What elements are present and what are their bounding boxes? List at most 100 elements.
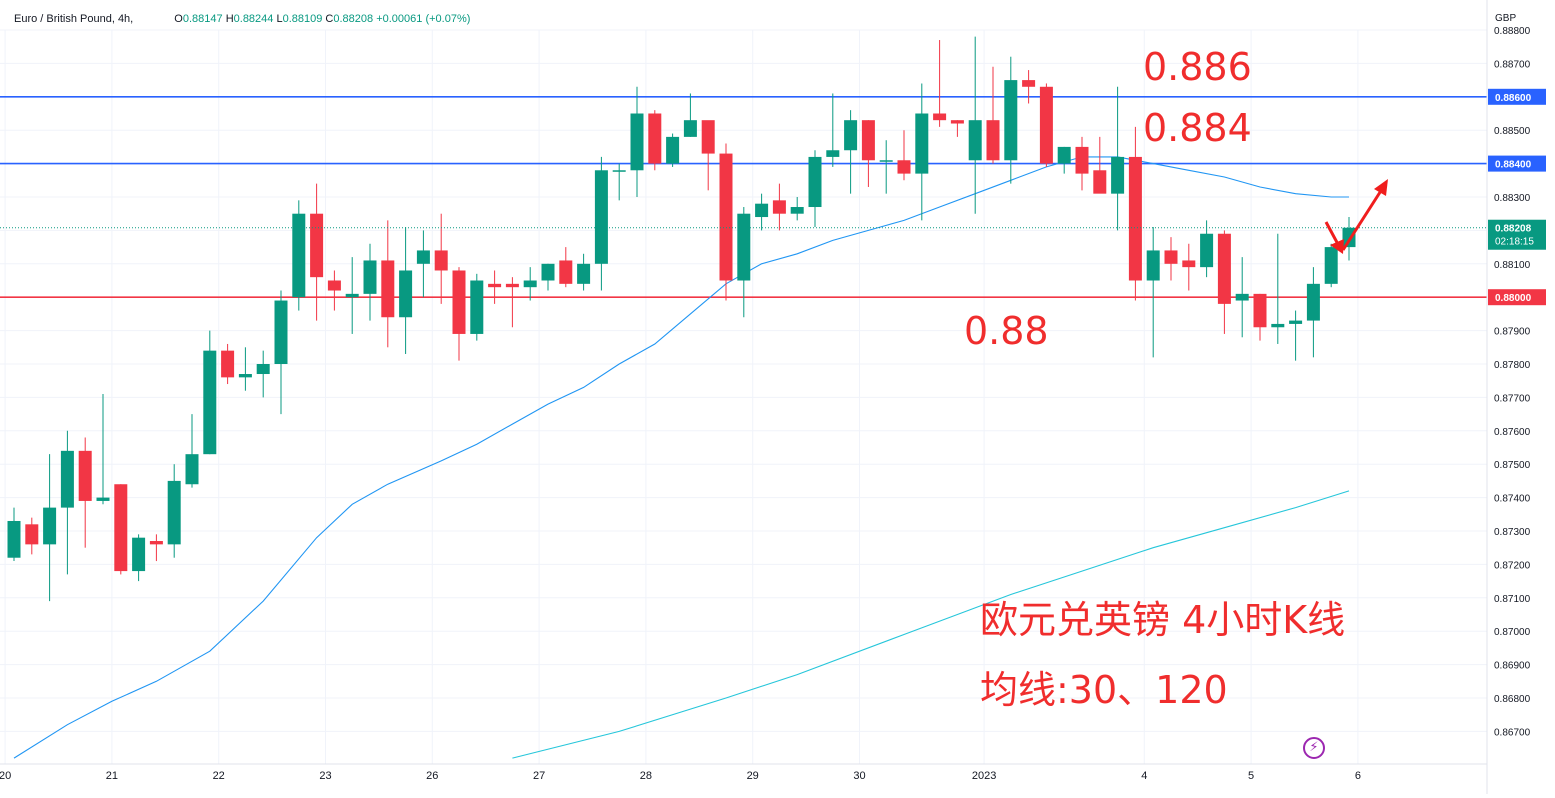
candle-body bbox=[505, 283, 519, 288]
level-badge bbox=[1488, 155, 1546, 172]
candle-body bbox=[683, 120, 697, 137]
candle-body bbox=[256, 364, 270, 375]
candle-body bbox=[399, 270, 413, 318]
candle-body bbox=[826, 150, 840, 157]
price-tick-label: 0.87900 bbox=[1494, 327, 1531, 338]
candle-body bbox=[1004, 80, 1018, 161]
open-value: 0.88147 bbox=[182, 13, 223, 25]
time-tick-label: 28 bbox=[640, 770, 652, 782]
lightning-icon[interactable]: ⚡ bbox=[1303, 737, 1325, 759]
candle-body bbox=[594, 170, 608, 264]
candle-body bbox=[755, 203, 769, 218]
price-tick-label: 0.87500 bbox=[1494, 460, 1531, 471]
candle-body bbox=[221, 350, 235, 378]
candle-body bbox=[666, 136, 680, 164]
candle-body bbox=[1289, 320, 1303, 324]
time-tick-label: 4 bbox=[1141, 770, 1147, 782]
candle-body bbox=[452, 270, 466, 334]
price-tick-label: 0.88100 bbox=[1494, 260, 1531, 271]
time-tick-label: 29 bbox=[747, 770, 759, 782]
price-tick-label: 0.88500 bbox=[1494, 126, 1531, 137]
price-tick-label: 0.87600 bbox=[1494, 427, 1531, 438]
price-tick-label: 0.87400 bbox=[1494, 494, 1531, 505]
candle-body bbox=[43, 507, 57, 545]
up-arrowhead bbox=[1374, 179, 1388, 196]
candle-body bbox=[114, 484, 128, 572]
candle-body bbox=[185, 454, 199, 485]
candle-body bbox=[363, 260, 377, 294]
time-tick-label: 22 bbox=[213, 770, 225, 782]
candle-body bbox=[25, 524, 39, 545]
candle-body bbox=[60, 450, 74, 508]
candle-body bbox=[1164, 250, 1178, 264]
candle-body bbox=[1075, 146, 1089, 174]
candle-body bbox=[132, 537, 146, 572]
annotation-arrows bbox=[1324, 179, 1388, 254]
time-axis: 20 21 22 23 26 27 28 29 30 2023 4 5 6 bbox=[0, 763, 1487, 782]
candle-body bbox=[612, 170, 626, 172]
currency-label: GBP bbox=[1495, 13, 1517, 24]
current-price-label: 0.88208 bbox=[1495, 224, 1532, 235]
candle-body bbox=[1022, 80, 1036, 87]
candle-body bbox=[434, 250, 448, 271]
price-badges: 0.88600 0.88400 0.88000 0.88208 02:18:15 bbox=[1488, 88, 1546, 306]
candle-body bbox=[1093, 170, 1107, 194]
candle-body bbox=[1182, 260, 1196, 268]
candle-body bbox=[310, 213, 324, 278]
time-tick-label: 23 bbox=[319, 770, 331, 782]
candle-body bbox=[1324, 247, 1338, 284]
price-annotation: 0.884 bbox=[1143, 106, 1252, 150]
level-badge-label: 0.88000 bbox=[1495, 293, 1532, 304]
candle-body bbox=[381, 260, 395, 318]
low-value: 0.88109 bbox=[282, 13, 323, 25]
up-arrow-line bbox=[1341, 185, 1386, 251]
price-tick-label: 0.87000 bbox=[1494, 627, 1531, 638]
price-tick-label: 0.86900 bbox=[1494, 661, 1531, 672]
candle-body bbox=[559, 260, 573, 284]
candle-body bbox=[274, 300, 288, 364]
time-tick-label: 27 bbox=[533, 770, 545, 782]
candle-body bbox=[1146, 250, 1160, 281]
candle-body bbox=[1200, 233, 1214, 268]
time-tick-label: 2023 bbox=[972, 770, 996, 782]
candle-body bbox=[630, 113, 644, 171]
price-tick-label: 0.87100 bbox=[1494, 594, 1531, 605]
candle-body bbox=[915, 113, 929, 174]
ohlc-readout: O0.88147 H0.88244 L0.88109 C0.88208 +0.0… bbox=[174, 13, 471, 25]
candle-body bbox=[7, 520, 21, 558]
candle-body bbox=[470, 280, 484, 334]
high-value: 0.88244 bbox=[233, 13, 274, 25]
candle-body bbox=[78, 450, 92, 501]
price-tick-label: 0.87800 bbox=[1494, 360, 1531, 371]
price-annotation: 0.886 bbox=[1143, 45, 1252, 89]
bar-countdown-label: 02:18:15 bbox=[1495, 237, 1534, 248]
price-tick-label: 0.88700 bbox=[1494, 59, 1531, 70]
price-tick-label: 0.86700 bbox=[1494, 727, 1531, 738]
time-tick-label: 30 bbox=[853, 770, 865, 782]
candle-body bbox=[577, 263, 591, 284]
level-badge-label: 0.88400 bbox=[1495, 160, 1532, 171]
candle-body bbox=[861, 120, 875, 161]
candle-body bbox=[345, 293, 359, 298]
chart-header: Euro / British Pound, 4h, O0.88147 H0.88… bbox=[14, 13, 470, 25]
candle-body bbox=[1271, 323, 1285, 328]
candle-body bbox=[1111, 156, 1125, 194]
price-tick-label: 0.88800 bbox=[1494, 26, 1531, 37]
candle-body bbox=[844, 120, 858, 151]
grid bbox=[0, 29, 1487, 764]
candle-body bbox=[648, 113, 662, 164]
candle-body bbox=[986, 120, 1000, 161]
time-tick-label: 26 bbox=[426, 770, 438, 782]
price-axis: 0.88800 0.88700 0.88600 0.88500 0.88400 0.883… bbox=[1486, 0, 1531, 794]
candle-body bbox=[541, 263, 555, 281]
symbol-label[interactable]: Euro / British Pound, 4h, bbox=[14, 13, 134, 25]
candle-body bbox=[968, 120, 982, 161]
candle-body bbox=[167, 480, 181, 545]
candle-body bbox=[1217, 233, 1231, 304]
candle-body bbox=[523, 280, 537, 288]
candle-body bbox=[327, 280, 341, 291]
candle-body bbox=[879, 160, 893, 162]
candle-body bbox=[933, 113, 947, 121]
